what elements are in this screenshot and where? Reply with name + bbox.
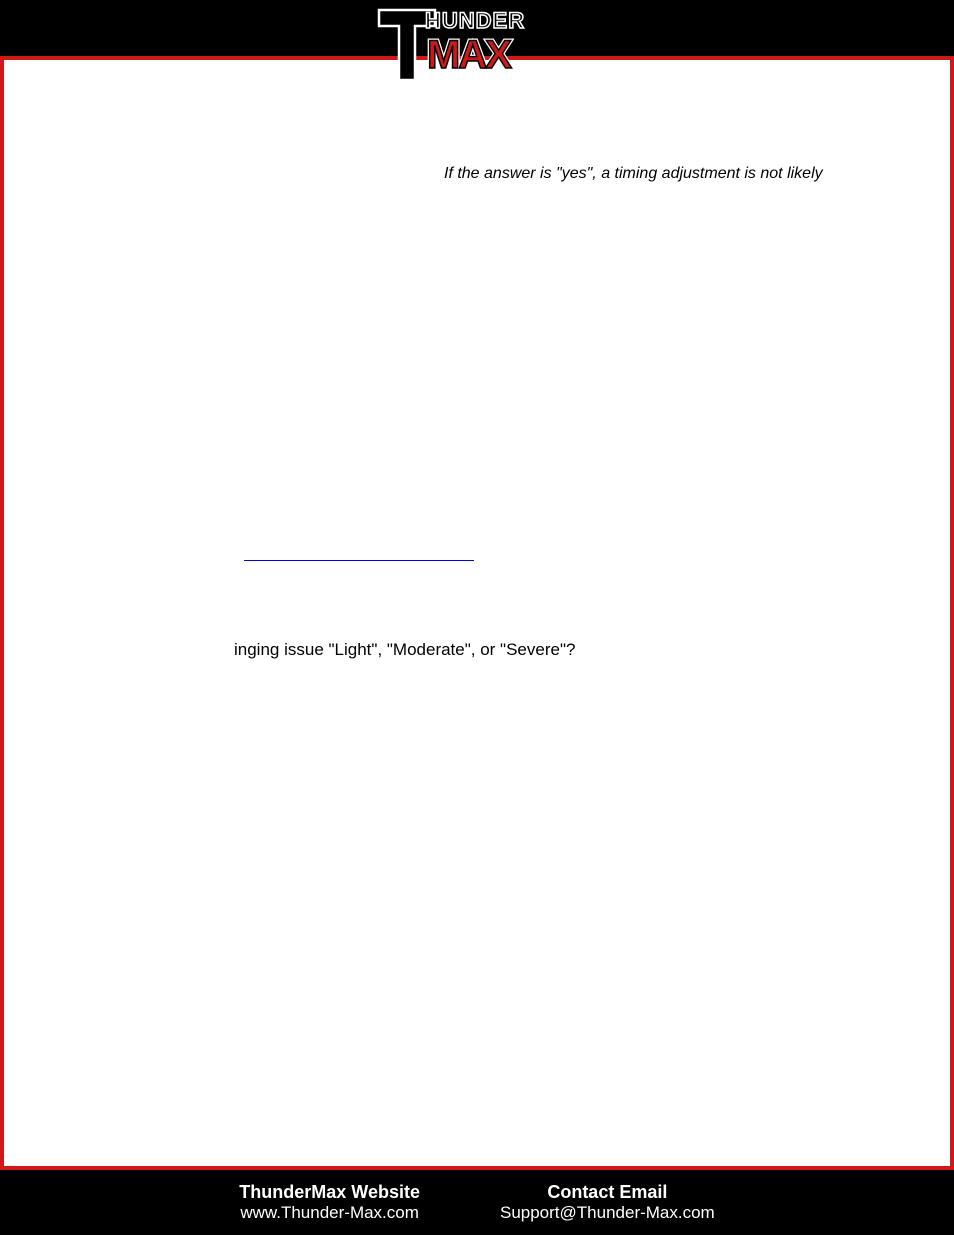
- italic-note: If the answer is "yes", a timing adjustm…: [444, 165, 890, 183]
- page-container: HUNDER MAX MAX If the answer is "yes", a…: [0, 0, 954, 1235]
- thundermax-logo: HUNDER MAX MAX: [367, 0, 587, 88]
- footer-band: ThunderMax Website www.Thunder-Max.com C…: [0, 1166, 954, 1235]
- svg-text:MAX: MAX: [427, 33, 512, 77]
- body-text-fragment: inging issue "Light", "Moderate", or "Se…: [234, 640, 575, 660]
- link-underline[interactable]: [244, 560, 474, 561]
- footer-email-value[interactable]: Support@Thunder-Max.com: [500, 1203, 715, 1223]
- footer-email-column: Contact Email Support@Thunder-Max.com: [500, 1182, 715, 1223]
- footer-email-label: Contact Email: [500, 1182, 715, 1203]
- logo-container: HUNDER MAX MAX: [367, 0, 587, 93]
- footer-website-label: ThunderMax Website: [239, 1182, 420, 1203]
- content-area: If the answer is "yes", a timing adjustm…: [0, 60, 954, 1166]
- footer-website-value[interactable]: www.Thunder-Max.com: [239, 1203, 420, 1223]
- footer-website-column: ThunderMax Website www.Thunder-Max.com: [239, 1182, 420, 1223]
- svg-text:HUNDER: HUNDER: [425, 8, 525, 33]
- header-band: HUNDER MAX MAX: [0, 0, 954, 60]
